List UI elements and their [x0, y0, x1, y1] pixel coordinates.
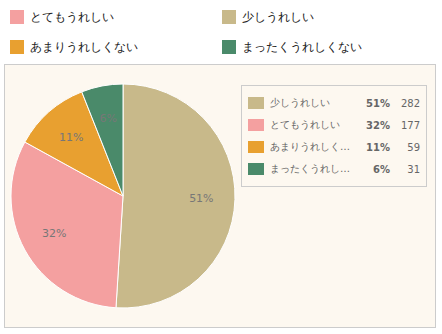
html-text:11%: 11% — [366, 141, 390, 153]
svg-text:51%: 51% — [189, 192, 213, 205]
html-text:まったくうれしくない: まったくうれしくない — [242, 39, 362, 54]
html-text:あまりうれしく…: あまりうれしく… — [270, 141, 350, 152]
html-text:とてもうれしい: とてもうれしい — [30, 9, 114, 24]
html-text:6%: 6% — [373, 163, 390, 175]
html-text:少しうれしい: 少しうれしい — [270, 97, 330, 108]
html-text:51%: 51% — [366, 97, 390, 109]
html-text:あまりうれしくない: あまりうれしくない — [30, 39, 138, 54]
html-text:177: 177 — [400, 119, 420, 131]
html-text:まったくうれし…: まったくうれし… — [270, 163, 350, 174]
html-text:とてもうれしい: とてもうれしい — [270, 119, 340, 130]
html-text:31: 31 — [407, 163, 420, 175]
svg-text:32%: 32% — [42, 227, 66, 240]
html-text:32%: 32% — [366, 119, 390, 131]
html-text:59: 59 — [407, 141, 420, 153]
html-text:少しうれしい: 少しうれしい — [242, 9, 314, 24]
svg-text:6%: 6% — [100, 112, 117, 125]
html-text:282: 282 — [400, 97, 420, 109]
svg-text:11%: 11% — [59, 131, 83, 144]
